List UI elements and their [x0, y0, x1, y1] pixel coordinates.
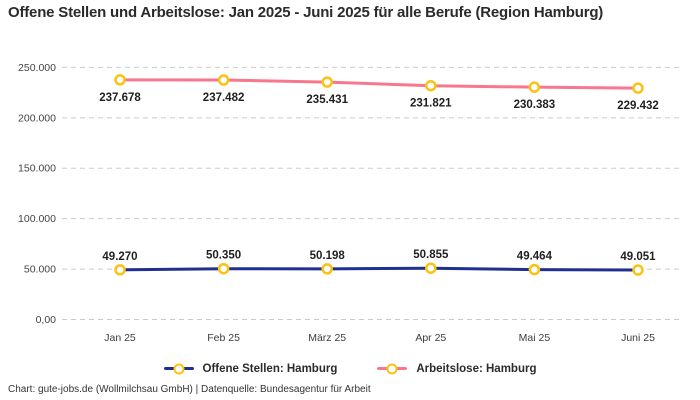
data-point-label: 237.678	[99, 92, 141, 104]
legend-label-arbeitslose: Arbeitslose: Hamburg	[416, 362, 537, 375]
y-tick-label: 250.000	[18, 62, 56, 74]
data-point-label: 237.482	[203, 92, 245, 104]
data-point-label: 49.270	[102, 251, 137, 263]
data-point[interactable]	[528, 263, 541, 276]
data-point-label: 50.198	[310, 250, 346, 262]
x-tick-label: Feb 25	[207, 332, 240, 344]
legend-swatch-arbeitslose	[377, 362, 408, 375]
legend-marker-dot-icon	[386, 363, 398, 374]
data-point[interactable]	[425, 262, 437, 274]
x-tick-label: März 25	[308, 332, 346, 344]
data-point-label: 235.431	[306, 94, 348, 106]
x-tick-label: Jan 25	[104, 332, 136, 344]
x-tick-label: Apr 25	[415, 332, 446, 344]
source-note: Chart: gute-jobs.de (Wollmilchsau GmbH) …	[8, 384, 371, 395]
data-point-label: 50.855	[413, 249, 449, 261]
data-point[interactable]	[425, 79, 437, 92]
series-line-0	[118, 266, 640, 272]
y-tick-label: 150.000	[18, 163, 56, 175]
data-point[interactable]	[321, 76, 333, 88]
y-tick-label: 50.000	[24, 264, 56, 276]
legend-item-offene-stellen[interactable]: Offene Stellen: Hamburg	[163, 362, 338, 375]
y-tick-label: 100.000	[18, 213, 56, 225]
data-point[interactable]	[632, 82, 644, 94]
data-point[interactable]	[528, 81, 541, 93]
legend: Offene Stellen: Hamburg Arbeitslose: Ham…	[0, 362, 700, 375]
legend-item-arbeitslose[interactable]: Arbeitslose: Hamburg	[377, 362, 536, 375]
data-point-label: 50.350	[206, 250, 241, 262]
y-tick-label: 200.000	[18, 112, 56, 124]
chart-title: Offene Stellen und Arbeitslose: Jan 2025…	[8, 4, 604, 21]
data-point-label: 229.432	[617, 100, 659, 112]
legend-swatch-offene-stellen	[163, 362, 194, 375]
legend-label-offene-stellen: Offene Stellen: Hamburg	[202, 362, 338, 375]
y-tick-label: 0,00	[36, 314, 57, 326]
data-point[interactable]	[114, 74, 126, 86]
data-point-label: 230.383	[514, 99, 556, 111]
data-point-label: 49.464	[517, 251, 553, 263]
data-point-label: 49.051	[620, 251, 656, 263]
x-tick-label: Juni 25	[621, 332, 655, 344]
data-point[interactable]	[321, 263, 333, 275]
data-point[interactable]	[217, 262, 230, 275]
legend-marker-dot-icon	[173, 363, 185, 374]
series-line-1	[118, 78, 640, 90]
data-point[interactable]	[632, 264, 644, 276]
data-point[interactable]	[114, 264, 126, 276]
x-tick-label: Mai 25	[519, 332, 551, 344]
data-point-label: 231.821	[410, 98, 452, 110]
data-point[interactable]	[217, 74, 230, 86]
